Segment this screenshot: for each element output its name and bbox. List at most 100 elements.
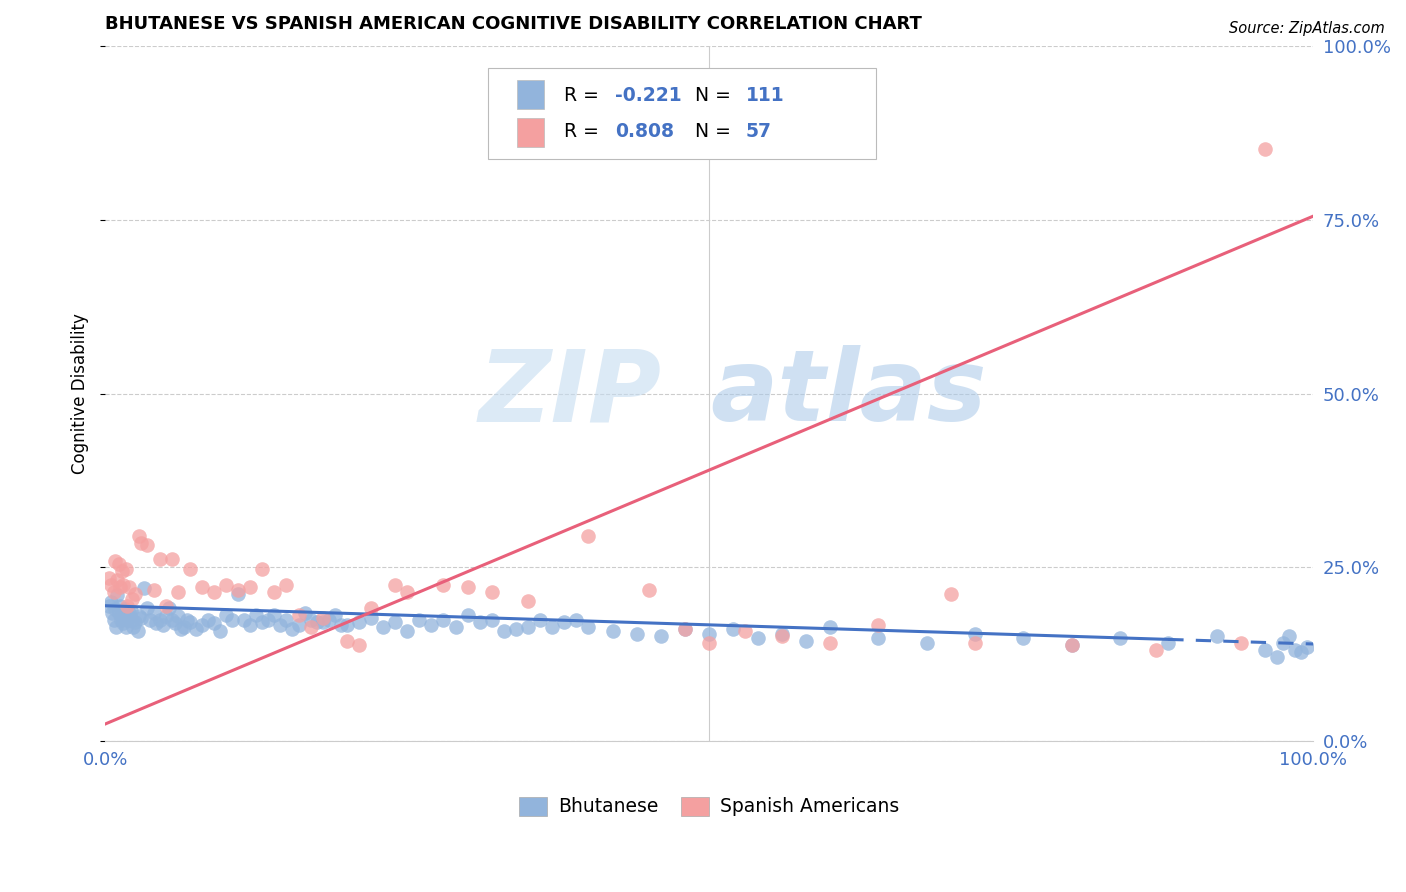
Point xyxy=(311,615,333,629)
Legend: Bhutanese, Spanish Americans: Bhutanese, Spanish Americans xyxy=(512,789,907,824)
Point xyxy=(114,562,136,576)
Point xyxy=(245,607,267,622)
Point xyxy=(963,626,986,640)
Point xyxy=(747,632,769,646)
Point xyxy=(139,613,162,627)
Point xyxy=(794,633,817,648)
Point xyxy=(118,580,141,594)
Point xyxy=(100,595,122,609)
Point xyxy=(202,616,225,631)
Point xyxy=(269,617,291,632)
Point xyxy=(626,626,648,640)
Point xyxy=(565,613,588,627)
Point xyxy=(481,584,503,599)
FancyBboxPatch shape xyxy=(488,68,876,159)
Point xyxy=(868,617,890,632)
Text: 111: 111 xyxy=(745,87,785,105)
Point xyxy=(1229,635,1251,649)
Point xyxy=(124,615,146,629)
Point xyxy=(152,617,174,632)
Point xyxy=(1060,639,1083,653)
Point xyxy=(915,635,938,649)
Point xyxy=(492,624,515,639)
Point xyxy=(1296,640,1319,655)
Point xyxy=(121,613,143,627)
Point xyxy=(165,616,187,631)
Point xyxy=(108,599,131,613)
Point xyxy=(371,619,394,633)
Point xyxy=(336,633,359,648)
FancyBboxPatch shape xyxy=(517,118,544,147)
Point xyxy=(166,609,188,624)
Point xyxy=(100,578,122,592)
Point xyxy=(1284,642,1306,657)
Point xyxy=(529,613,551,627)
Point xyxy=(294,606,316,620)
FancyBboxPatch shape xyxy=(517,80,544,110)
Point xyxy=(299,619,322,633)
Point xyxy=(360,610,382,624)
Point xyxy=(1272,635,1295,649)
Point xyxy=(444,619,467,633)
Point xyxy=(155,599,177,613)
Point xyxy=(939,587,962,601)
Point xyxy=(1060,639,1083,653)
Point xyxy=(868,632,890,646)
Point xyxy=(517,594,540,608)
Point xyxy=(112,616,135,631)
Point xyxy=(104,602,127,616)
Point xyxy=(142,582,165,597)
Point xyxy=(318,613,340,627)
Point xyxy=(124,587,146,601)
Text: 0.808: 0.808 xyxy=(614,121,673,141)
Text: R =: R = xyxy=(564,121,605,141)
Point xyxy=(252,615,274,629)
Point xyxy=(132,582,155,596)
Point xyxy=(541,619,564,633)
Point xyxy=(323,607,346,622)
Point xyxy=(1157,635,1180,649)
Point xyxy=(384,578,406,592)
Point xyxy=(160,613,183,627)
Point xyxy=(432,613,454,627)
Point xyxy=(481,613,503,627)
Point xyxy=(602,624,624,639)
Point xyxy=(115,613,138,627)
Point xyxy=(101,606,124,620)
Point xyxy=(963,635,986,649)
Point xyxy=(226,582,249,597)
Text: BHUTANESE VS SPANISH AMERICAN COGNITIVE DISABILITY CORRELATION CHART: BHUTANESE VS SPANISH AMERICAN COGNITIVE … xyxy=(105,15,922,33)
Point xyxy=(122,619,145,633)
Y-axis label: Cognitive Disability: Cognitive Disability xyxy=(72,313,89,474)
Point xyxy=(578,619,600,633)
Point xyxy=(396,624,419,639)
Point xyxy=(517,619,540,633)
Point xyxy=(179,615,201,629)
Point xyxy=(131,536,153,550)
Point xyxy=(697,626,720,640)
Point xyxy=(148,552,170,566)
Point xyxy=(734,624,756,639)
Point xyxy=(145,616,167,631)
Point xyxy=(120,604,142,618)
Point xyxy=(287,607,309,622)
Point xyxy=(173,619,195,633)
Point xyxy=(103,584,125,599)
Point xyxy=(118,606,141,620)
Point xyxy=(1012,632,1035,646)
Point xyxy=(1109,632,1132,646)
Point xyxy=(276,613,298,627)
Point xyxy=(457,607,479,622)
Point xyxy=(257,613,280,627)
Point xyxy=(276,578,298,592)
Point xyxy=(673,622,696,636)
Point xyxy=(128,609,150,624)
Point xyxy=(127,624,149,639)
Point xyxy=(131,610,153,624)
Point xyxy=(208,624,231,639)
Point xyxy=(107,606,129,620)
Point xyxy=(770,629,793,643)
Point xyxy=(191,617,214,632)
Point xyxy=(115,599,138,613)
Point xyxy=(176,613,198,627)
